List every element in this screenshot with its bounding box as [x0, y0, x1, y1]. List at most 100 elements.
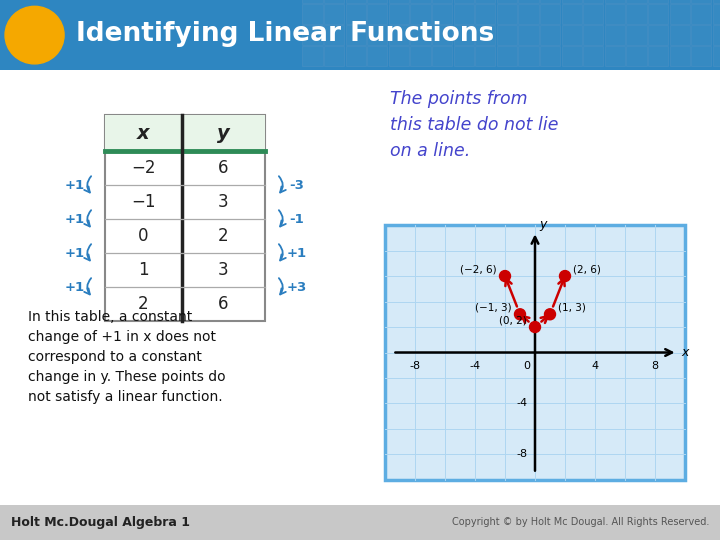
Bar	[691, 4, 711, 24]
Bar	[497, 0, 517, 3]
Bar	[626, 46, 647, 66]
Text: correspond to a constant: correspond to a constant	[28, 350, 202, 364]
Text: The points from
this table do not lie
on a line.: The points from this table do not lie on…	[390, 90, 559, 160]
Text: +3: +3	[287, 281, 307, 294]
Bar	[518, 4, 539, 24]
Text: change of +1 in x does not: change of +1 in x does not	[28, 330, 216, 344]
Bar	[691, 25, 711, 45]
Bar	[605, 25, 625, 45]
Bar	[605, 46, 625, 66]
Bar	[626, 25, 647, 45]
Bar	[454, 25, 474, 45]
Text: In this table, a constant: In this table, a constant	[28, 310, 192, 324]
Bar	[518, 25, 539, 45]
Bar	[605, 4, 625, 24]
Bar	[389, 25, 409, 45]
Text: (2, 6): (2, 6)	[573, 264, 601, 274]
Bar	[713, 25, 720, 45]
Text: Identifying Linear Functions: Identifying Linear Functions	[76, 21, 494, 46]
Bar	[497, 25, 517, 45]
Text: -4: -4	[469, 361, 480, 372]
Bar	[324, 25, 344, 45]
Bar	[324, 0, 344, 3]
Text: +1: +1	[287, 247, 307, 260]
Bar	[583, 46, 603, 66]
Text: +1: +1	[65, 179, 85, 192]
Bar	[540, 0, 560, 3]
Text: 0: 0	[138, 227, 148, 245]
Bar	[105, 115, 265, 321]
Text: Holt Mc.Dougal Algebra 1: Holt Mc.Dougal Algebra 1	[11, 516, 190, 529]
Text: 4: 4	[591, 361, 598, 372]
Bar	[432, 46, 452, 66]
Bar	[648, 4, 668, 24]
Bar	[385, 225, 685, 480]
Text: 3: 3	[218, 193, 229, 211]
Bar	[518, 46, 539, 66]
Text: x: x	[137, 124, 150, 143]
Text: Copyright © by Holt Mc Dougal. All Rights Reserved.: Copyright © by Holt Mc Dougal. All Right…	[452, 517, 709, 528]
Bar	[562, 25, 582, 45]
Bar	[648, 25, 668, 45]
Text: 6: 6	[218, 295, 229, 313]
Ellipse shape	[5, 6, 64, 64]
Circle shape	[500, 271, 510, 281]
Bar	[626, 4, 647, 24]
Text: not satisfy a linear function.: not satisfy a linear function.	[28, 390, 222, 404]
Bar	[367, 46, 387, 66]
Bar	[670, 46, 690, 66]
Bar	[302, 46, 323, 66]
Text: x: x	[682, 346, 689, 359]
Text: y: y	[539, 219, 546, 232]
Text: 1: 1	[138, 261, 149, 279]
Circle shape	[559, 271, 570, 281]
Text: 2: 2	[218, 227, 229, 245]
Bar	[518, 0, 539, 3]
Bar	[691, 46, 711, 66]
Bar	[583, 0, 603, 3]
Bar	[562, 46, 582, 66]
Bar	[648, 0, 668, 3]
Bar	[605, 0, 625, 3]
Bar	[346, 4, 366, 24]
Circle shape	[529, 321, 541, 333]
Bar	[410, 0, 431, 3]
Text: -1: -1	[289, 213, 305, 226]
Text: y: y	[217, 124, 230, 143]
Bar	[583, 25, 603, 45]
Bar	[648, 46, 668, 66]
Bar	[497, 4, 517, 24]
Bar	[389, 46, 409, 66]
Text: (1, 3): (1, 3)	[558, 302, 586, 312]
Bar	[432, 25, 452, 45]
Text: (−2, 6): (−2, 6)	[460, 264, 497, 274]
Bar	[713, 46, 720, 66]
Text: 0: 0	[523, 361, 530, 372]
Bar	[583, 4, 603, 24]
Bar	[410, 25, 431, 45]
Text: 8: 8	[652, 361, 659, 372]
Bar	[475, 25, 495, 45]
Text: -3: -3	[289, 179, 305, 192]
Text: 3: 3	[218, 261, 229, 279]
Bar	[540, 46, 560, 66]
Text: (0, 2): (0, 2)	[499, 315, 527, 325]
Text: +1: +1	[65, 213, 85, 226]
Bar	[389, 4, 409, 24]
Bar	[432, 4, 452, 24]
Bar	[410, 4, 431, 24]
Bar	[346, 46, 366, 66]
Bar	[105, 115, 265, 151]
Bar	[562, 0, 582, 3]
Bar	[713, 4, 720, 24]
Bar	[497, 46, 517, 66]
Bar	[302, 4, 323, 24]
Text: 6: 6	[218, 159, 229, 177]
Bar	[432, 0, 452, 3]
Bar	[475, 0, 495, 3]
Bar	[540, 4, 560, 24]
Text: −2: −2	[131, 159, 156, 177]
Bar	[454, 0, 474, 3]
Text: -8: -8	[517, 449, 528, 460]
Text: −1: −1	[131, 193, 156, 211]
